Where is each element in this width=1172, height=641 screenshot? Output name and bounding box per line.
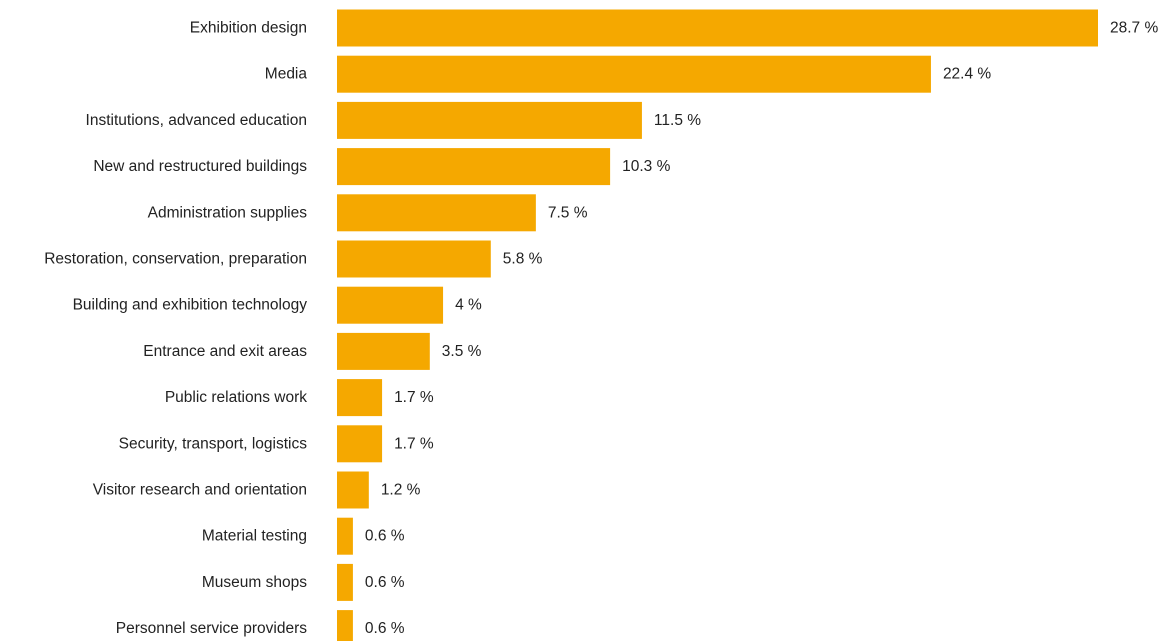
- bar: [337, 471, 369, 509]
- value-label: 0.6 %: [365, 574, 405, 591]
- value-label: 5.8 %: [503, 251, 543, 268]
- category-label: Restoration, conservation, preparation: [44, 251, 307, 268]
- category-labels: Exhibition design Media Institutions, adva…: [44, 20, 307, 638]
- category-label: Media: [265, 66, 308, 83]
- value-label: 10.3 %: [622, 158, 670, 175]
- category-label: Material testing: [202, 528, 307, 545]
- bar: [337, 379, 383, 417]
- bar: [337, 332, 430, 370]
- category-label: Institutions, advanced education: [86, 112, 307, 129]
- value-label: 0.6 %: [365, 528, 405, 545]
- value-label: 1.2 %: [381, 482, 421, 499]
- category-label: Museum shops: [202, 574, 307, 591]
- value-label: 4 %: [455, 297, 482, 314]
- category-label: Building and exhibition technology: [73, 297, 308, 314]
- value-label: 11.5 %: [654, 112, 701, 129]
- category-label: Personnel service providers: [116, 620, 308, 637]
- category-label: Security, transport, logistics: [119, 435, 308, 452]
- value-labels: 28.7 % 22.4 % 11.5 % 10.3 % 7.5 % 5.8 % 4 % 3.5…: [365, 20, 1159, 638]
- bar: [337, 610, 353, 641]
- value-label: 0.6 %: [365, 620, 405, 637]
- bar: [337, 101, 642, 139]
- bar: [337, 286, 444, 324]
- bar: [337, 517, 353, 555]
- category-label: Entrance and exit areas: [143, 343, 307, 360]
- bar: [337, 563, 353, 601]
- value-label: 22.4 %: [943, 66, 991, 83]
- category-label: Exhibition design: [190, 20, 307, 37]
- category-label: Public relations work: [165, 389, 307, 406]
- value-label: 3.5 %: [442, 343, 482, 360]
- value-label: 28.7 %: [1110, 20, 1158, 37]
- bar: [337, 194, 536, 232]
- bar: [337, 9, 1098, 47]
- category-label: Visitor research and orientation: [93, 482, 307, 499]
- category-label: Administration supplies: [148, 204, 308, 221]
- bar: [337, 240, 491, 278]
- value-label: 1.7 %: [394, 389, 434, 406]
- bar: [337, 148, 611, 186]
- bar: [337, 425, 383, 463]
- bars: [337, 9, 1098, 641]
- bar: [337, 55, 931, 93]
- value-label: 1.7 %: [394, 435, 434, 452]
- category-label: New and restructured buildings: [93, 158, 307, 175]
- value-label: 7.5 %: [548, 204, 588, 221]
